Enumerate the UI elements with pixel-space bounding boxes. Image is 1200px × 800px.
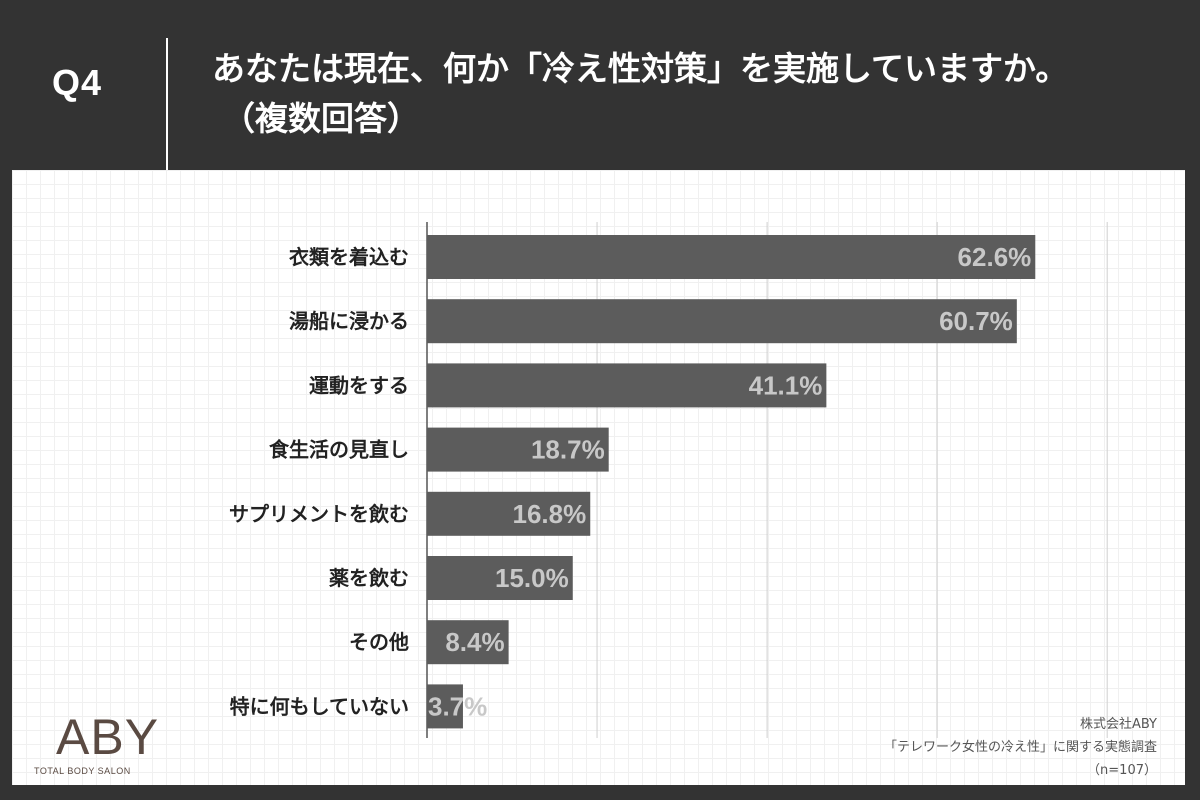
category-label-6: 薬を飲む: [329, 566, 409, 590]
bar-7: [427, 620, 509, 665]
logo-text: ABY: [56, 709, 160, 765]
bar-5: [427, 491, 591, 536]
bar-6: [427, 556, 573, 600]
logo-subtitle: TOTAL BODY SALON: [34, 766, 131, 776]
aby-logo: ABY TOTAL BODY SALON: [34, 708, 158, 776]
value-label-8: 3.7%: [428, 691, 487, 721]
header: Q4 あなたは現在、何か「冷え性対策」を実施していますか。 （複数回答）: [0, 0, 1200, 170]
bar-1: [427, 235, 1036, 279]
category-label-2: 湯船に浸かる: [289, 309, 409, 333]
question-number: Q4: [52, 62, 103, 103]
value-label-1: 62.6%: [958, 242, 1032, 272]
bar-4: [427, 427, 609, 472]
sample-size: （n=107）: [1087, 763, 1157, 778]
category-label-4: 食生活の見直し: [269, 438, 409, 462]
value-label-7: 8.4%: [445, 627, 504, 657]
category-label-3: 運動をする: [309, 373, 409, 397]
bar-chart: 衣類を着込む 62.6% 湯船に浸かる 60.7% 運動をする 41.1% 食生活の見直し 1…: [229, 222, 1108, 738]
value-label-3: 41.1%: [749, 370, 823, 400]
chart-panel: 衣類を着込む 62.6% 湯船に浸かる 60.7% 運動をする 41.1% 食生活の見直し 1…: [12, 170, 1185, 785]
source-survey: 「テレワーク女性の冷え性」に関する実態調査: [883, 740, 1157, 755]
header-divider: [166, 38, 168, 170]
category-label-7: その他: [349, 630, 409, 654]
value-label-5: 16.8%: [513, 499, 587, 529]
bar-8: [427, 684, 463, 729]
question-title: あなたは現在、何か「冷え性対策」を実施していますか。: [212, 49, 1069, 88]
source-company: 株式会社ABY: [1079, 717, 1157, 732]
bar-2: [427, 299, 1017, 344]
category-label-5: サプリメントを飲む: [229, 502, 409, 526]
bar-3: [427, 363, 827, 408]
category-label-8: 特に何もしていない: [230, 694, 409, 718]
value-label-4: 18.7%: [531, 435, 605, 465]
question-subtitle: （複数回答）: [222, 99, 420, 138]
category-label-1: 衣類を着込む: [289, 245, 409, 269]
value-label-6: 15.0%: [495, 563, 569, 593]
value-label-2: 60.7%: [939, 306, 1013, 336]
